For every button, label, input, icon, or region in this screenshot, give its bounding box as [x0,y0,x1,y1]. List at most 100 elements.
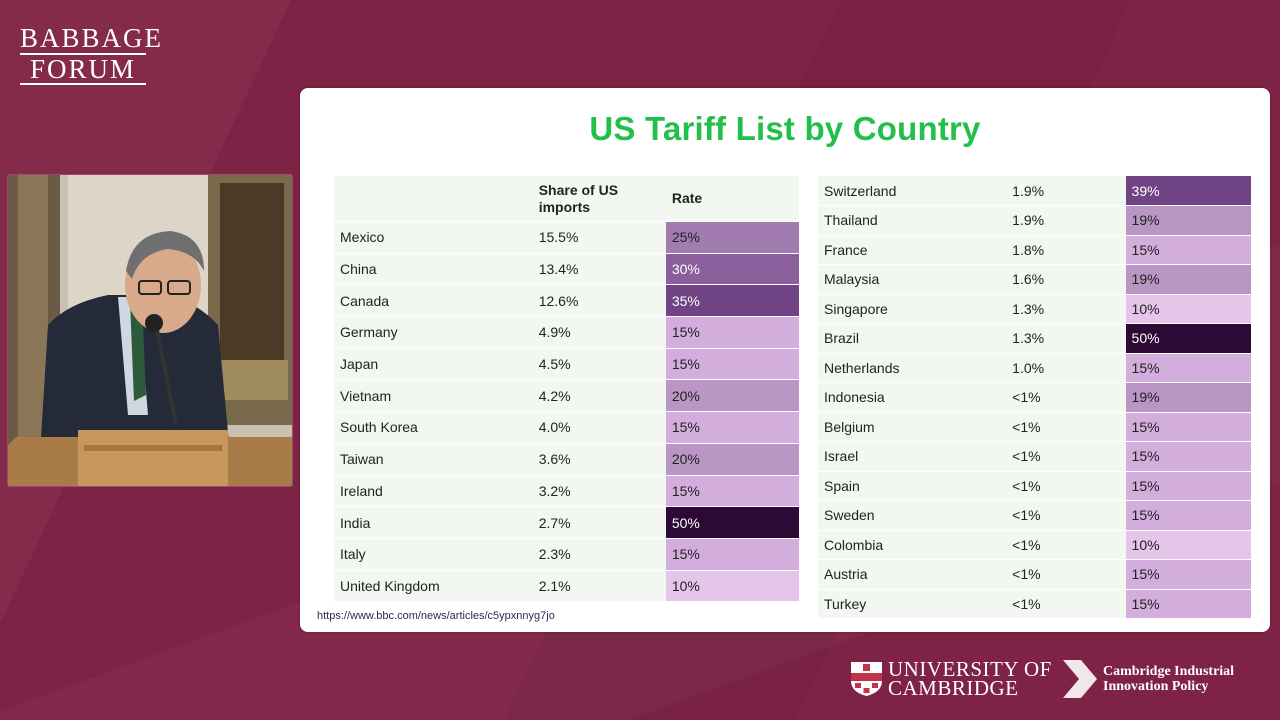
table-row: Belgium <1% 15% [818,412,1251,442]
logo-line-1: BABBAGE [20,23,164,53]
country-cell: Brazil [818,323,1007,354]
rate-cell: 15% [1125,235,1251,265]
rate-cell: 10% [1125,294,1251,324]
table-row: Mexico 15.5% 25% [334,221,799,254]
rate-cell: 39% [1125,176,1251,206]
country-cell: Sweden [818,500,1007,531]
table-row: United Kingdom 2.1% 10% [334,570,799,603]
share-cell: <1% [1006,589,1126,619]
table-row: Germany 4.9% 15% [334,316,799,349]
rate-cell: 19% [1125,205,1251,236]
table-row: Thailand 1.9% 19% [818,205,1251,236]
country-cell: Turkey [818,589,1007,619]
share-cell: 1.6% [1006,264,1126,295]
table-row: Switzerland 1.9% 39% [818,176,1251,206]
country-cell: France [818,235,1007,265]
rate-cell: 10% [1125,530,1251,560]
table-row: Taiwan 3.6% 20% [334,443,799,476]
rate-cell: 15% [1125,471,1251,501]
table-row: Ireland 3.2% 15% [334,475,799,508]
share-cell: <1% [1006,441,1126,472]
rate-cell: 19% [1125,264,1251,295]
rate-cell: 30% [665,253,799,286]
country-cell: Ireland [334,475,533,508]
table-row: Colombia <1% 10% [818,530,1251,560]
rate-cell: 20% [665,379,799,413]
country-cell: Vietnam [334,379,533,413]
share-cell: 1.9% [1006,205,1126,236]
rate-cell: 15% [1125,559,1251,590]
country-cell: Thailand [818,205,1007,236]
tariff-table-left: Share of US imports Rate Mexico 15.5% 25% C… [334,176,799,603]
country-cell: Japan [334,348,533,381]
speaker-video [7,174,293,487]
share-cell: 3.2% [532,475,666,508]
cambridge-line-1: UNIVERSITY OF [888,657,1052,681]
rate-cell: 15% [665,475,799,508]
share-cell: 1.0% [1006,353,1126,383]
share-cell: 15.5% [532,221,666,254]
rate-cell: 15% [665,348,799,381]
share-cell: 1.8% [1006,235,1126,265]
table-row: Italy 2.3% 15% [334,538,799,571]
share-cell: 13.4% [532,253,666,286]
table-row: Spain <1% 15% [818,471,1251,501]
table-row: Sweden <1% 15% [818,500,1251,531]
table-row: India 2.7% 50% [334,506,799,539]
share-cell: 1.3% [1006,294,1126,324]
slide: US Tariff List by Country Share of US im… [300,88,1270,632]
table-row: Vietnam 4.2% 20% [334,379,799,413]
rate-cell: 10% [665,570,799,603]
cambridge-shield-icon [851,662,882,696]
country-cell: United Kingdom [334,570,533,603]
table-row: Japan 4.5% 15% [334,348,799,381]
table-row: South Korea 4.0% 15% [334,411,799,444]
rate-cell: 15% [665,316,799,349]
cambridge-industrial-innovation-policy-logo: Cambridge Industrial Innovation Policy [1063,660,1234,698]
table-row: Austria <1% 15% [818,559,1251,590]
share-cell: 12.6% [532,284,666,318]
table-row: Indonesia <1% 19% [818,382,1251,413]
cip-line-2: Innovation Policy [1103,679,1209,694]
university-of-cambridge-logo: UNIVERSITY OF CAMBRIDGE [850,657,1052,700]
country-cell: Austria [818,559,1007,590]
cambridge-line-2: CAMBRIDGE [888,676,1019,700]
rate-cell: 15% [665,538,799,571]
country-cell: Canada [334,284,533,318]
share-cell: 2.7% [532,506,666,539]
rate-cell: 15% [1125,353,1251,383]
share-cell: <1% [1006,559,1126,590]
share-cell: <1% [1006,412,1126,442]
country-cell: Italy [334,538,533,571]
table-row: Netherlands 1.0% 15% [818,353,1251,383]
share-cell: <1% [1006,500,1126,531]
country-cell: Switzerland [818,176,1007,206]
cip-line-1: Cambridge Industrial [1103,664,1235,679]
country-cell: Israel [818,441,1007,472]
rate-cell: 15% [1125,589,1251,619]
tariff-table-left-body: Mexico 15.5% 25% China 13.4% 30% Canada 12.6% 35… [334,221,799,603]
share-cell: 1.3% [1006,323,1126,354]
country-cell: China [334,253,533,286]
header-rate: Rate [665,176,799,222]
table-row: Canada 12.6% 35% [334,284,799,318]
share-cell: 3.6% [532,443,666,476]
country-cell: India [334,506,533,539]
share-cell: 2.3% [532,538,666,571]
country-cell: Malaysia [818,264,1007,295]
tariff-table-right: Switzerland 1.9% 39% Thailand 1.9% 19% France 1… [818,176,1251,619]
rate-cell: 19% [1125,382,1251,413]
share-cell: 4.9% [532,316,666,349]
babbage-forum-logo: BABBAGE FORUM [20,23,164,86]
rate-cell: 15% [665,411,799,444]
share-cell: 4.0% [532,411,666,444]
share-cell: <1% [1006,530,1126,560]
country-cell: Mexico [334,221,533,254]
country-cell: Spain [818,471,1007,501]
share-cell: <1% [1006,471,1126,501]
share-cell: 4.2% [532,379,666,413]
country-cell: Netherlands [818,353,1007,383]
table-row: Israel <1% 15% [818,441,1251,472]
tariff-table-right-body: Switzerland 1.9% 39% Thailand 1.9% 19% France 1… [818,176,1251,619]
logo-underline [20,83,146,85]
